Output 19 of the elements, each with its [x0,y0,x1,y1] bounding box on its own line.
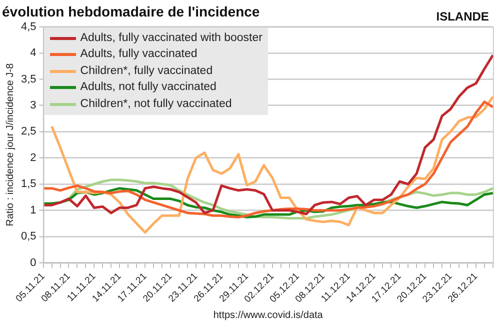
y-tick-label: 4 [30,47,36,60]
legend-label: Children*, not fully vaccinated [80,96,232,112]
legend-label: Children*, fully vaccinated [80,64,213,79]
y-tick-label: 0,5 [20,230,36,243]
y-tick-label: 0 [30,256,36,269]
text: https://www.covid.is/data [213,310,324,321]
chart-title: évolution hebdomadaire de l'incidence [2,3,260,20]
y-tick-label: 3,5 [20,73,36,86]
y-tick-label: 1,5 [20,178,36,190]
y-tick-label: 1 [30,204,36,216]
y-tick-label: 2 [30,152,36,164]
legend-label: Adults, not fully vaccinated [80,80,216,96]
text: ISLANDE [436,9,489,24]
y-tick-label: 4,5 [20,20,36,33]
legend-label: Adults, fully vaccinated with booster [80,30,262,46]
y-tick-label: 3 [30,99,36,112]
legend-label: Adults, fully vaccinated [80,47,198,62]
y-axis-title: Ratio : incidence jour J/incidence J-8 [4,62,16,226]
y-tick-label: 2,5 [20,126,36,138]
